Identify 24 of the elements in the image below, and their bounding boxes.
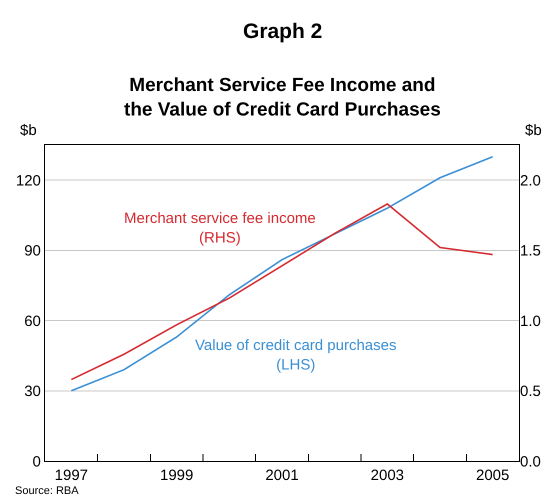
y-tick-label: 60 <box>24 312 41 330</box>
x-tick-label: 2005 <box>476 467 510 484</box>
y2-tick-label: 0.0 <box>520 453 541 470</box>
chart-subtitle: Merchant Service Fee Income and the Value of Credit Card Purchases <box>124 75 441 121</box>
chart-title: Graph 2 <box>243 20 322 43</box>
y-tick-label: 30 <box>24 383 41 400</box>
y-tick-label: 90 <box>24 242 41 260</box>
y2-tick-label: 2.0 <box>520 172 541 190</box>
line-series <box>70 203 494 380</box>
x-tick-label: 2001 <box>265 467 299 484</box>
series-label: Merchant service fee income (RHS) <box>124 210 316 246</box>
y-tick-label: 120 <box>16 172 41 190</box>
source-note: Source: RBA <box>15 485 80 497</box>
line-series <box>70 156 494 392</box>
y2-tick-label: 0.5 <box>520 383 541 400</box>
x-tick-label: 2003 <box>370 467 404 484</box>
y-tick-label: 0 <box>32 453 41 470</box>
x-tick-label: 1997 <box>54 467 88 484</box>
y-axis-title: $b <box>20 122 37 139</box>
x-tick-label: 1999 <box>160 467 194 484</box>
y2-tick-label: 1.0 <box>520 312 541 330</box>
y2-tick-label: 1.5 <box>520 242 541 260</box>
y2-axis-title: $b <box>525 122 542 139</box>
series-label: Value of credit card purchases (LHS) <box>195 337 396 374</box>
